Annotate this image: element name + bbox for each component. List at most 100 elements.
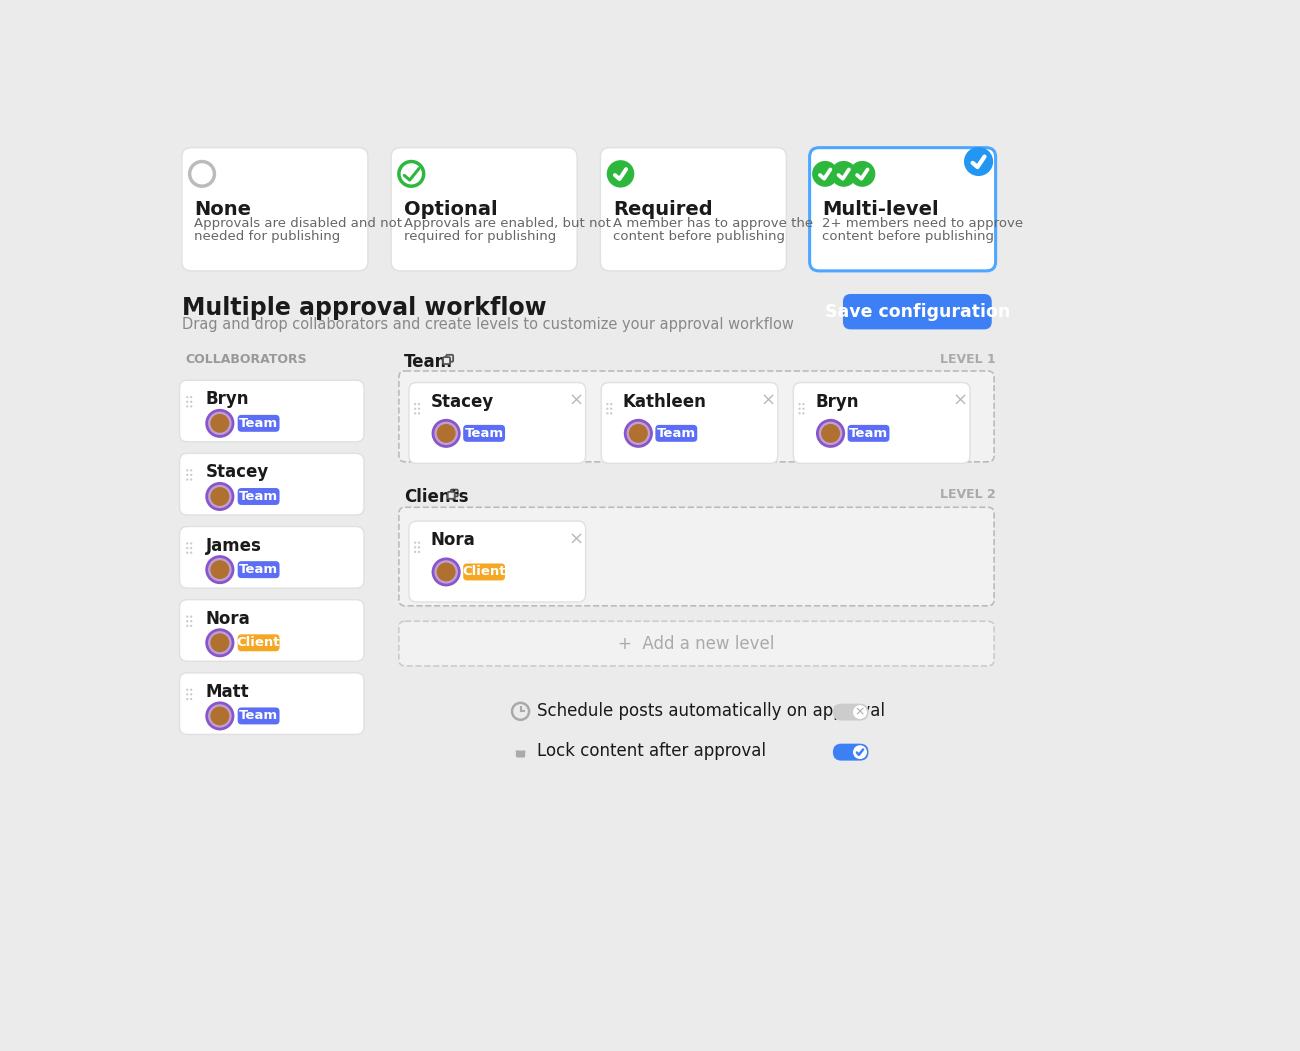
Circle shape: [190, 616, 192, 618]
FancyBboxPatch shape: [443, 357, 450, 364]
Circle shape: [186, 396, 188, 398]
Text: Save configuration: Save configuration: [824, 303, 1010, 321]
Circle shape: [802, 412, 805, 414]
Circle shape: [211, 414, 229, 433]
Circle shape: [610, 412, 612, 414]
FancyBboxPatch shape: [848, 425, 889, 441]
FancyBboxPatch shape: [399, 621, 994, 666]
Text: Required: Required: [612, 200, 712, 219]
FancyBboxPatch shape: [391, 148, 577, 271]
Text: Drag and drop collaborators and create levels to customize your approval workflo: Drag and drop collaborators and create l…: [182, 317, 794, 332]
Text: Schedule posts automatically on approval: Schedule posts automatically on approval: [537, 702, 885, 720]
FancyBboxPatch shape: [238, 707, 280, 724]
Text: A member has to approve the: A member has to approve the: [612, 217, 812, 230]
Text: Team: Team: [849, 427, 888, 440]
FancyBboxPatch shape: [463, 563, 504, 580]
Circle shape: [207, 483, 233, 510]
Circle shape: [832, 162, 855, 185]
Circle shape: [437, 424, 455, 442]
Circle shape: [433, 559, 459, 585]
Circle shape: [608, 162, 633, 186]
FancyBboxPatch shape: [833, 744, 868, 761]
Circle shape: [186, 547, 188, 550]
Circle shape: [606, 408, 608, 410]
Text: Team: Team: [239, 709, 278, 722]
Text: Client: Client: [463, 565, 506, 578]
Circle shape: [625, 420, 651, 447]
Circle shape: [190, 469, 192, 472]
Circle shape: [186, 624, 188, 627]
FancyBboxPatch shape: [179, 527, 364, 589]
Circle shape: [190, 547, 192, 550]
Circle shape: [190, 474, 192, 476]
Text: Optional: Optional: [403, 200, 497, 219]
Text: ×: ×: [953, 392, 968, 410]
FancyBboxPatch shape: [238, 488, 280, 504]
Circle shape: [610, 403, 612, 406]
Circle shape: [190, 400, 192, 403]
Circle shape: [190, 698, 192, 700]
FancyBboxPatch shape: [179, 380, 364, 441]
Circle shape: [207, 557, 233, 582]
Circle shape: [190, 396, 192, 398]
Circle shape: [186, 694, 188, 696]
FancyBboxPatch shape: [238, 635, 280, 652]
FancyBboxPatch shape: [516, 750, 525, 758]
Text: Stacey: Stacey: [430, 392, 494, 411]
FancyBboxPatch shape: [793, 383, 970, 463]
Circle shape: [186, 474, 188, 476]
FancyBboxPatch shape: [238, 561, 280, 578]
Circle shape: [853, 705, 867, 719]
Circle shape: [413, 551, 416, 553]
FancyBboxPatch shape: [238, 415, 280, 432]
Circle shape: [186, 400, 188, 403]
FancyBboxPatch shape: [655, 425, 697, 441]
Circle shape: [207, 410, 233, 436]
Circle shape: [606, 412, 608, 414]
Circle shape: [186, 620, 188, 622]
Text: LEVEL 1: LEVEL 1: [940, 353, 996, 366]
Circle shape: [433, 420, 459, 447]
Circle shape: [417, 541, 420, 543]
Circle shape: [606, 403, 608, 406]
Text: Client: Client: [237, 636, 281, 650]
Circle shape: [190, 542, 192, 544]
Circle shape: [802, 403, 805, 406]
Circle shape: [186, 552, 188, 554]
FancyBboxPatch shape: [833, 703, 868, 721]
Circle shape: [190, 406, 192, 408]
Text: COLLABORATORS: COLLABORATORS: [186, 353, 307, 366]
FancyBboxPatch shape: [842, 294, 992, 329]
Circle shape: [211, 487, 229, 506]
Circle shape: [802, 408, 805, 410]
FancyBboxPatch shape: [447, 492, 455, 499]
Circle shape: [417, 408, 420, 410]
Circle shape: [211, 634, 229, 653]
Circle shape: [413, 541, 416, 543]
FancyBboxPatch shape: [810, 148, 996, 271]
FancyBboxPatch shape: [463, 425, 504, 441]
Circle shape: [417, 547, 420, 549]
Circle shape: [190, 620, 192, 622]
Text: Lock content after approval: Lock content after approval: [537, 742, 766, 760]
Circle shape: [853, 745, 867, 759]
Text: 2+ members need to approve: 2+ members need to approve: [822, 217, 1023, 230]
Circle shape: [190, 624, 192, 627]
Text: Team: Team: [404, 353, 454, 371]
Text: Team: Team: [239, 563, 278, 576]
Text: content before publishing: content before publishing: [612, 230, 785, 243]
Circle shape: [211, 560, 229, 579]
Text: Bryn: Bryn: [815, 392, 858, 411]
Text: Team: Team: [464, 427, 503, 440]
Circle shape: [190, 694, 192, 696]
Text: None: None: [194, 200, 251, 219]
Circle shape: [798, 412, 801, 414]
Text: Clients: Clients: [404, 488, 469, 506]
FancyBboxPatch shape: [410, 521, 586, 602]
FancyBboxPatch shape: [179, 673, 364, 735]
Circle shape: [207, 630, 233, 656]
Text: Approvals are enabled, but not: Approvals are enabled, but not: [403, 217, 611, 230]
Circle shape: [818, 420, 844, 447]
Circle shape: [413, 412, 416, 414]
Text: Nora: Nora: [205, 610, 251, 627]
